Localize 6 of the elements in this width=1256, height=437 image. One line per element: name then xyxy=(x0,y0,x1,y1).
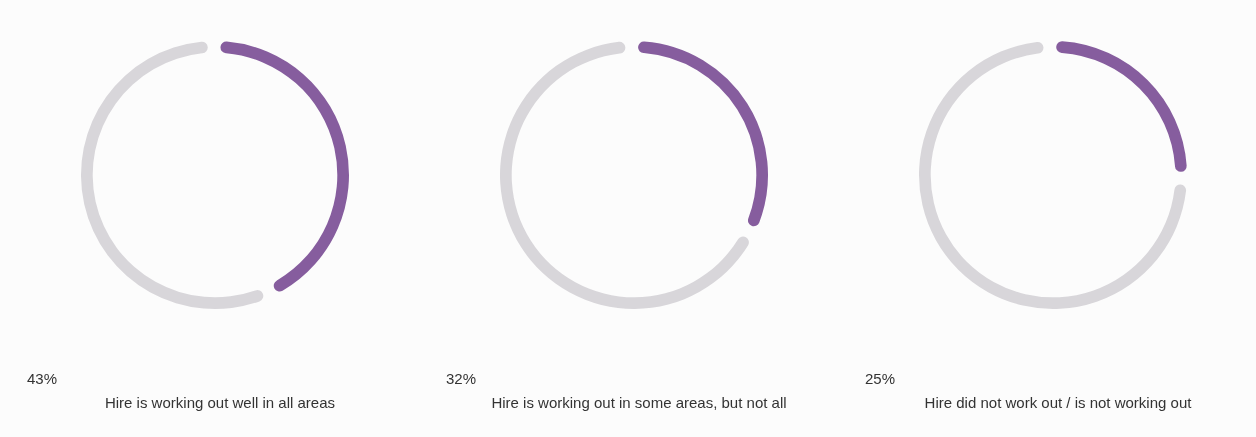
text: Hire is working out in some areas, but not all xyxy=(491,394,787,412)
text: 25% xyxy=(865,370,896,388)
text: 43% xyxy=(27,370,58,388)
text: Hire did not work out / is not working out xyxy=(924,394,1193,412)
text: 32% xyxy=(446,370,477,388)
text: Hire is working out well in all areas xyxy=(104,394,336,412)
